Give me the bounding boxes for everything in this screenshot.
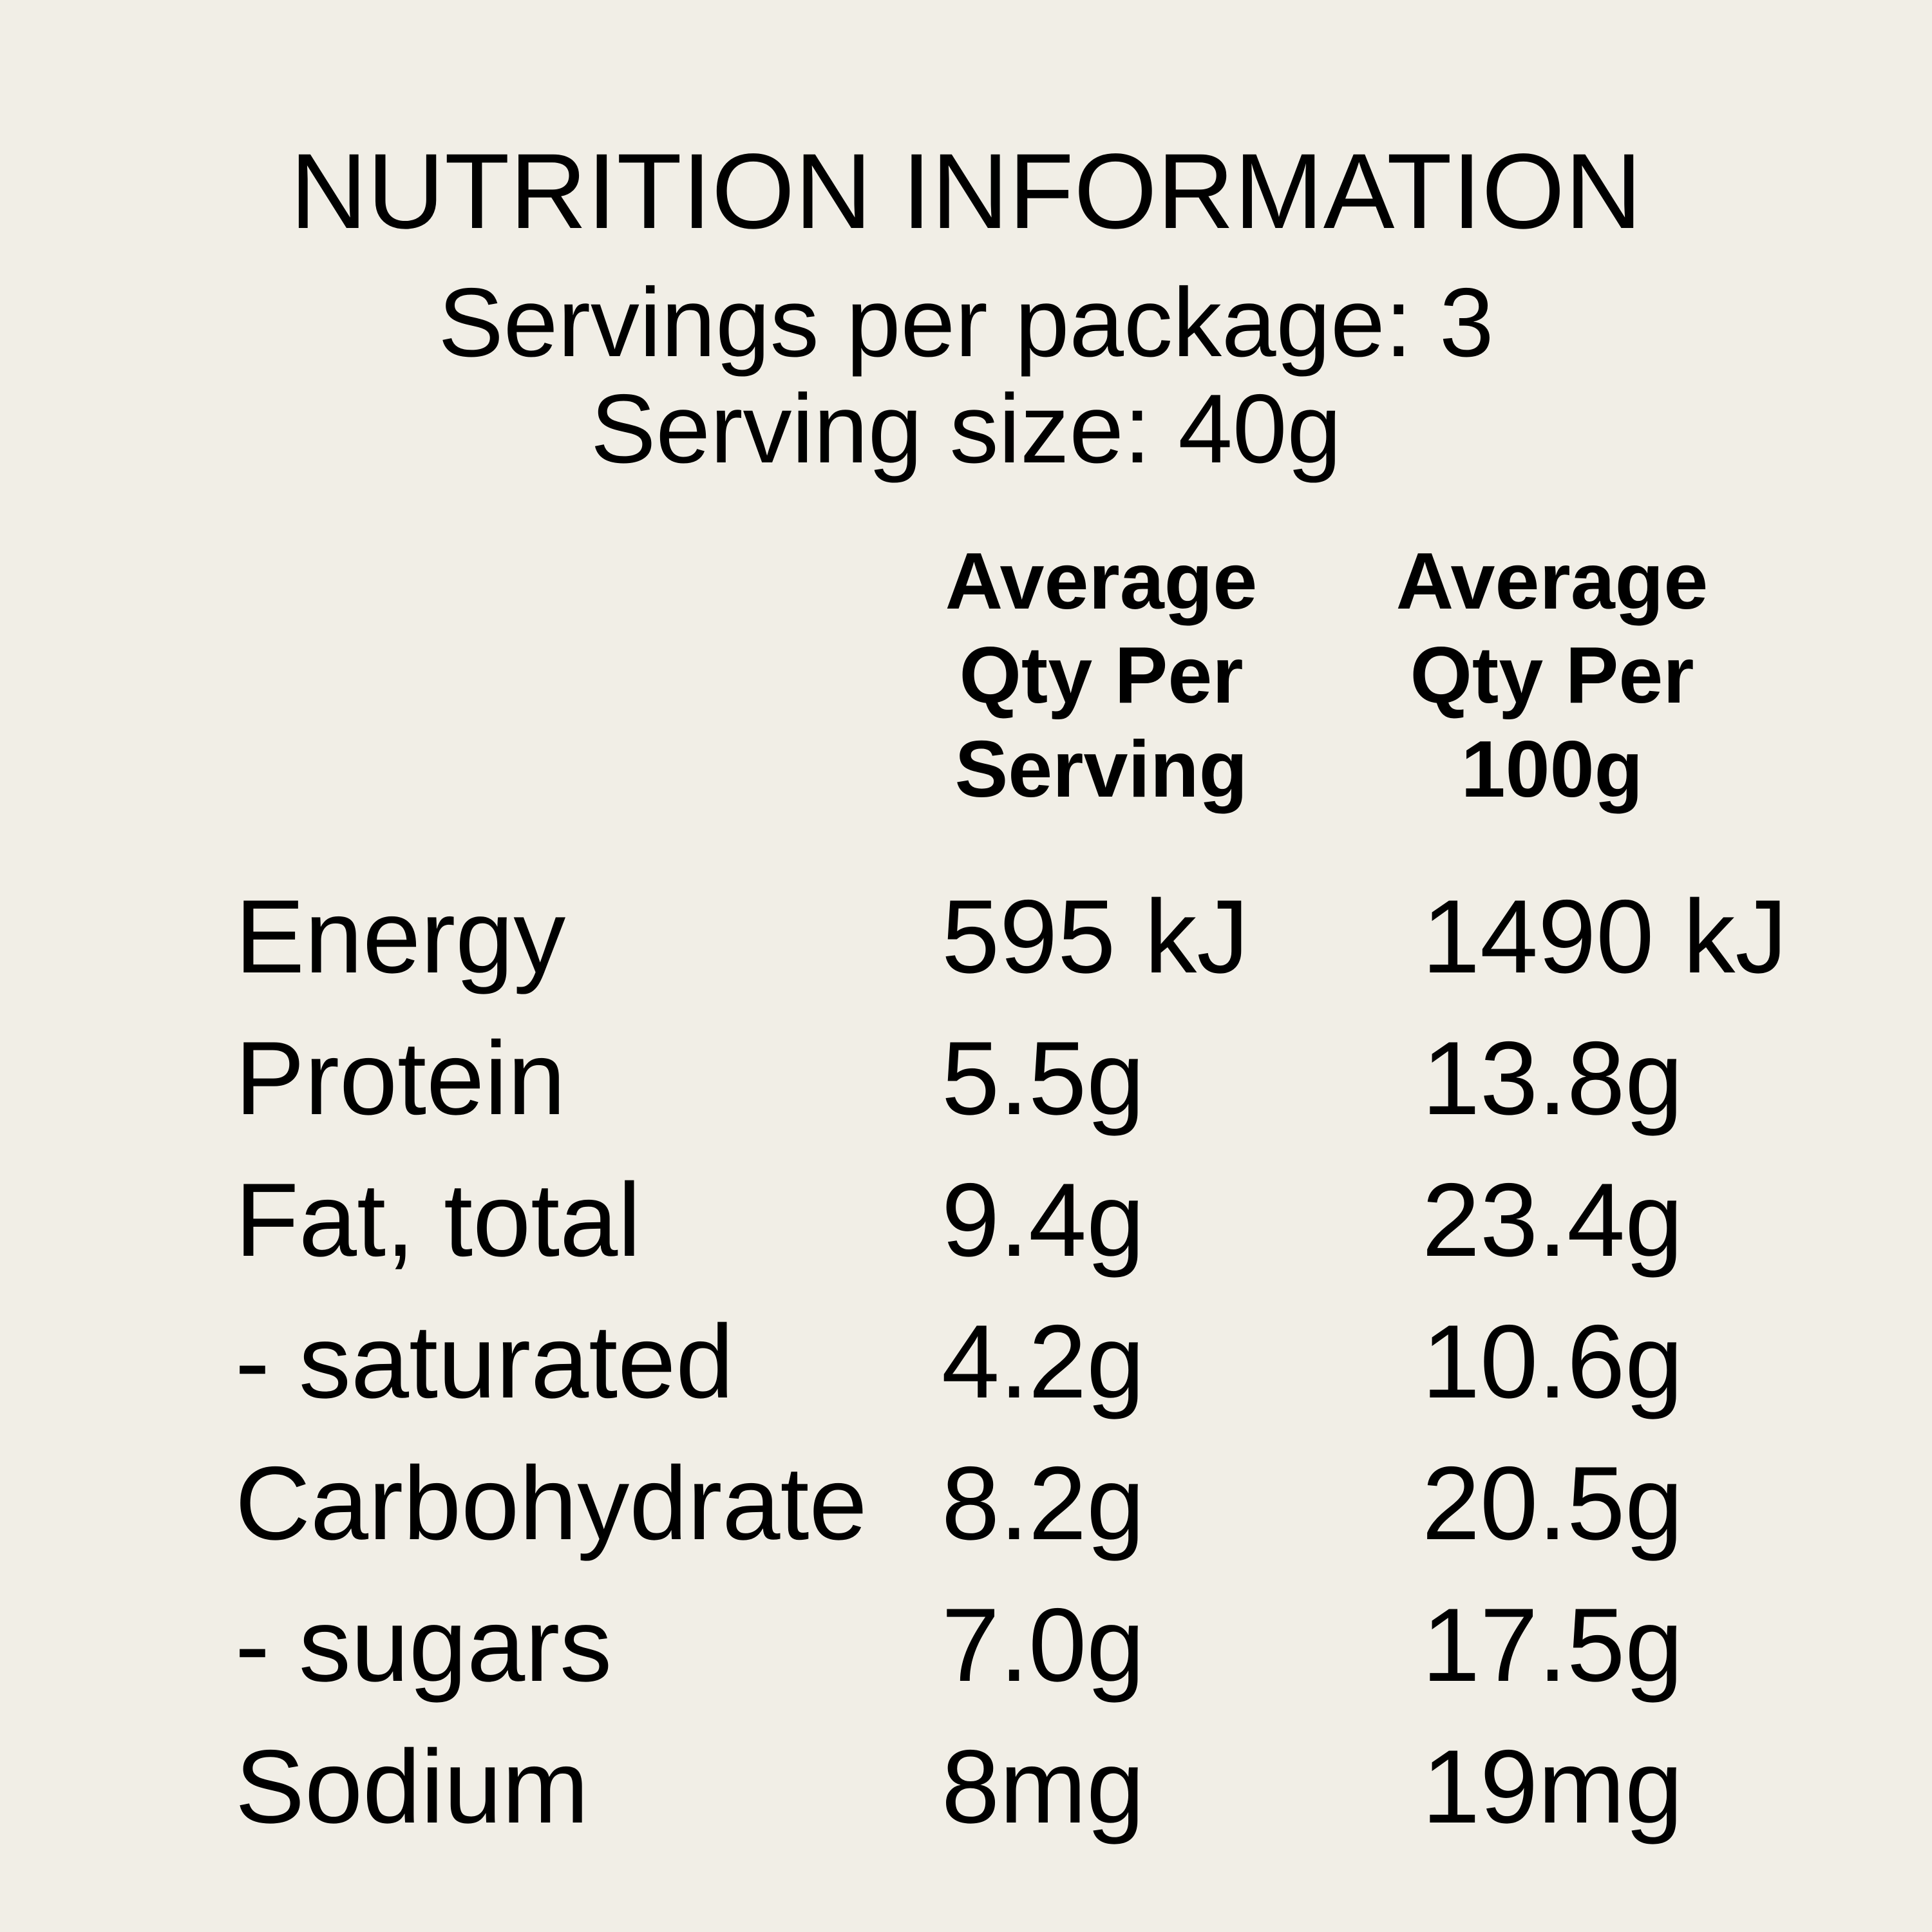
table-row-energy: Energy 595 kJ 1490 kJ	[0, 866, 1932, 1008]
nutrient-name: - saturated	[235, 1303, 734, 1420]
servings-per-package: Servings per package: 3	[438, 268, 1494, 377]
nutrient-name: Energy	[235, 878, 566, 995]
value-per-100g: 13.8g	[1422, 1020, 1683, 1137]
table-row-sodium: Sodium 8mg 19mg	[0, 1716, 1932, 1858]
column-header-line: Serving	[954, 725, 1248, 814]
serving-size: Serving size: 40g	[591, 374, 1341, 484]
column-header-per-serving: Average Qty Per Serving	[895, 535, 1307, 817]
table-row-fat-total: Fat, total 9.4g 23.4g	[0, 1150, 1932, 1291]
value-per-serving: 595 kJ	[942, 878, 1249, 995]
value-per-serving: 9.4g	[942, 1162, 1145, 1278]
nutrient-name: Protein	[235, 1020, 566, 1137]
table-row-carbohydrate: Carbohydrate 8.2g 20.5g	[0, 1433, 1932, 1575]
value-per-100g: 23.4g	[1422, 1162, 1683, 1278]
table-row-saturated: - saturated 4.2g 10.6g	[0, 1291, 1932, 1433]
column-header-line: Average	[945, 537, 1258, 626]
panel-title: NUTRITION INFORMATION	[290, 132, 1642, 251]
column-header-line: Qty Per	[959, 631, 1244, 720]
table-row-protein: Protein 5.5g 13.8g	[0, 1008, 1932, 1150]
value-per-100g: 1490 kJ	[1422, 878, 1788, 995]
nutrient-name: Fat, total	[235, 1162, 641, 1278]
nutrient-name: Sodium	[235, 1728, 589, 1845]
column-header-line: Qty Per	[1410, 631, 1694, 720]
value-per-serving: 4.2g	[942, 1303, 1145, 1420]
table-row-sugars: - sugars 7.0g 17.5g	[0, 1575, 1932, 1716]
value-per-100g: 10.6g	[1422, 1303, 1683, 1420]
column-header-line: 100g	[1461, 725, 1643, 814]
value-per-100g: 19mg	[1422, 1728, 1683, 1845]
value-per-100g: 20.5g	[1422, 1445, 1683, 1562]
column-header-line: Average	[1396, 537, 1709, 626]
value-per-serving: 5.5g	[942, 1020, 1145, 1137]
nutrient-name: Carbohydrate	[235, 1445, 867, 1562]
column-header-per-100g: Average Qty Per 100g	[1346, 535, 1758, 817]
value-per-100g: 17.5g	[1422, 1587, 1683, 1703]
value-per-serving: 8mg	[942, 1728, 1145, 1845]
nutrient-name: - sugars	[235, 1587, 612, 1703]
value-per-serving: 7.0g	[942, 1587, 1145, 1703]
value-per-serving: 8.2g	[942, 1445, 1145, 1562]
